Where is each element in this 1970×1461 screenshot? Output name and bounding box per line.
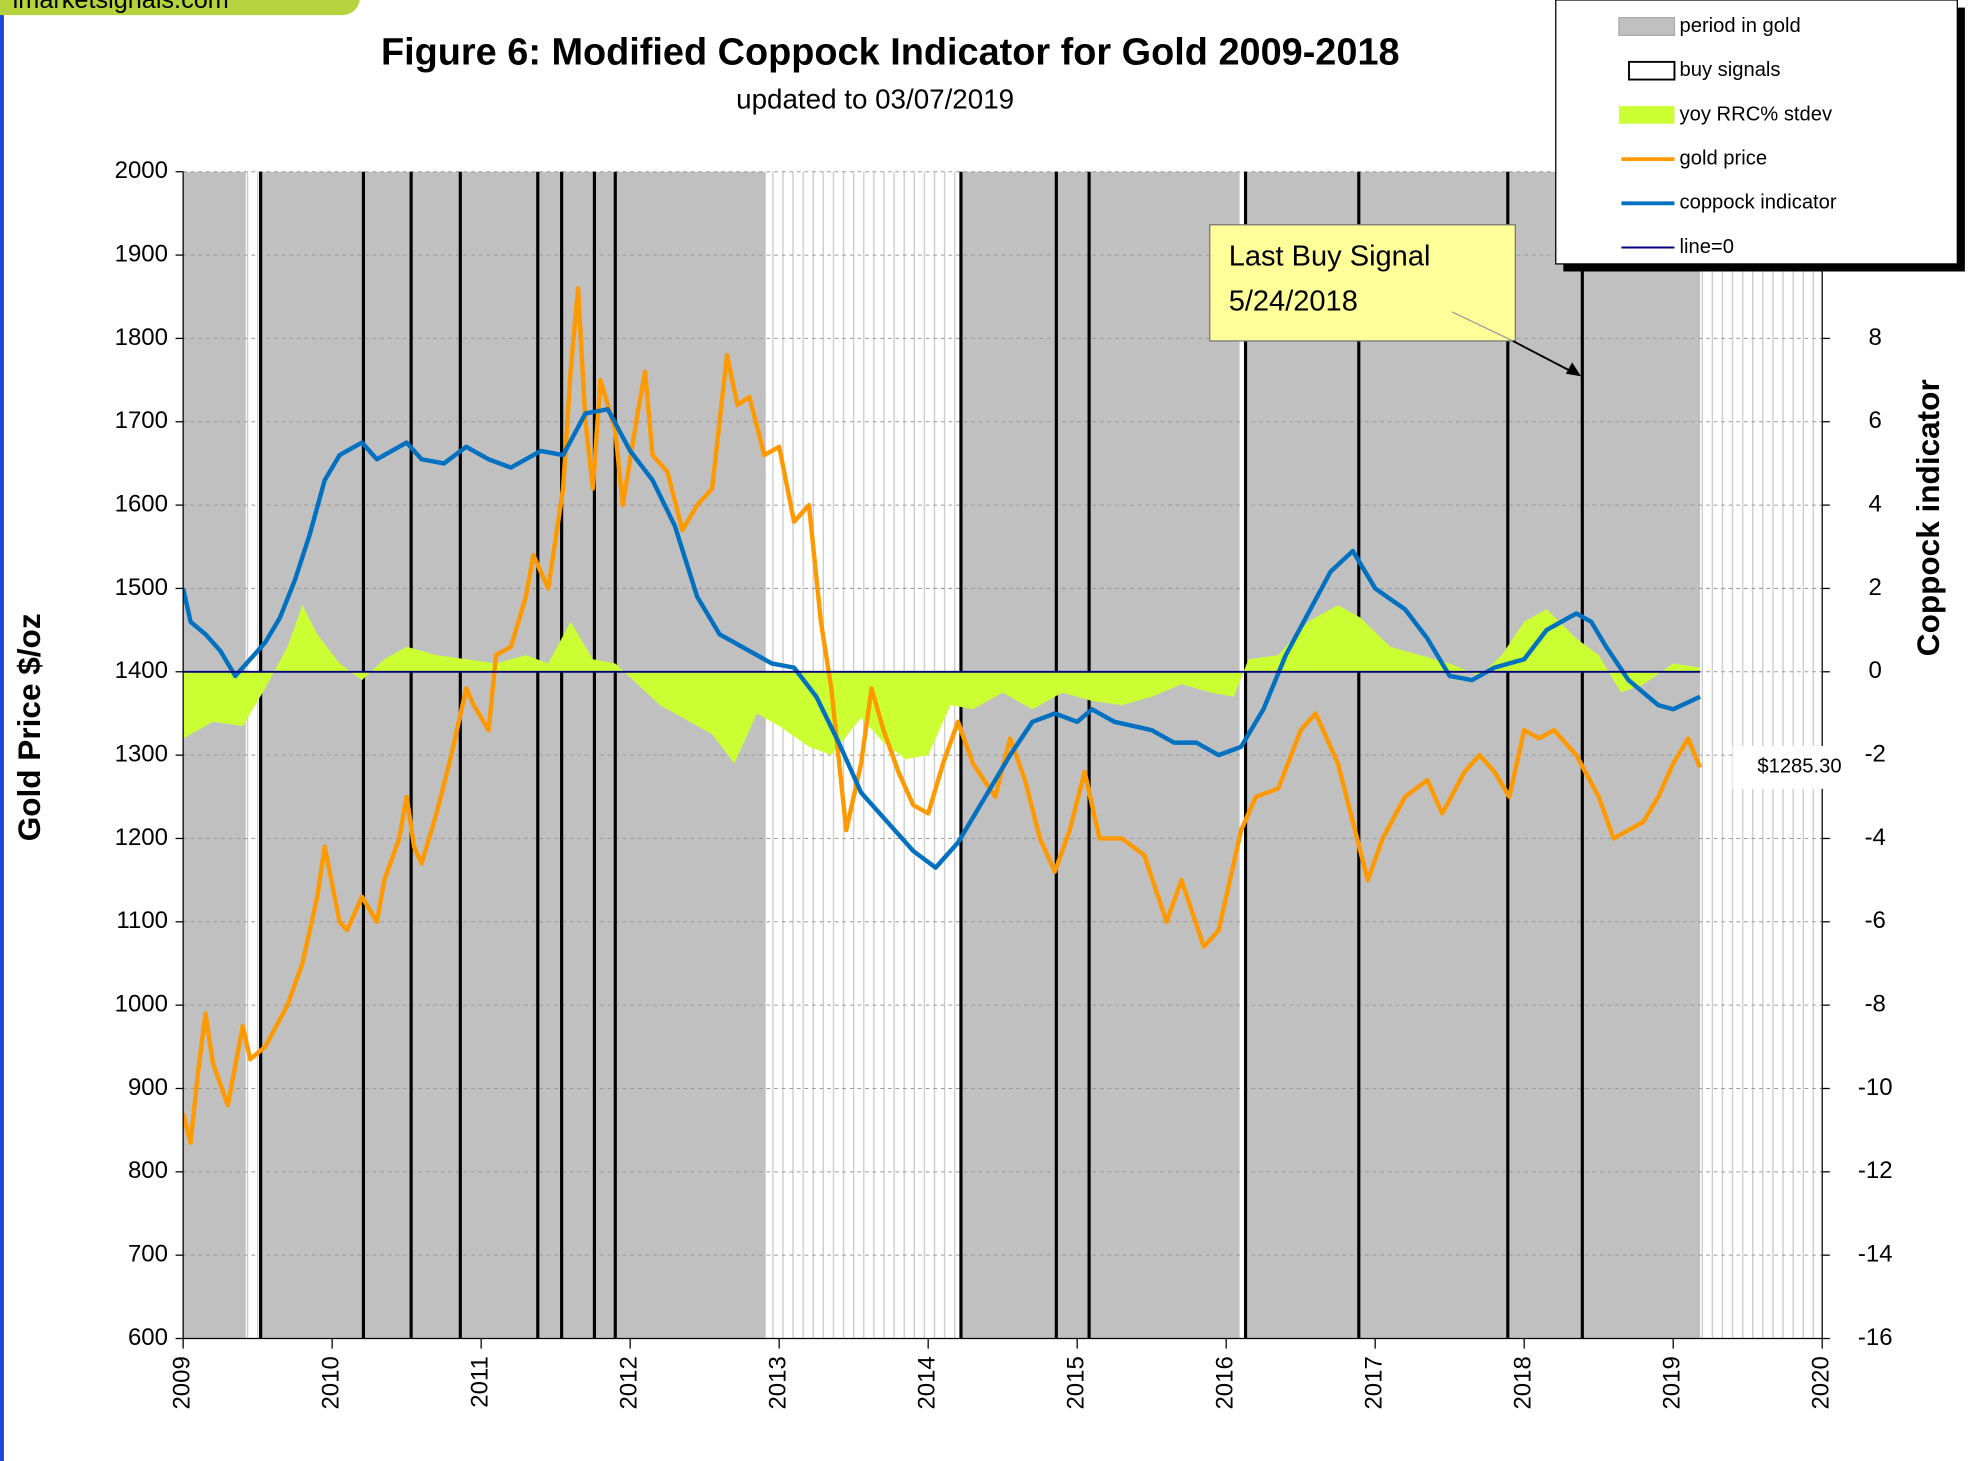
y2-tick-label: 8 [1869,324,1882,351]
logo-badge [0,0,360,16]
x-tick-label: 2010 [318,1356,345,1409]
x-tick-label: 2015 [1063,1356,1090,1409]
x-tick-label: 2016 [1212,1356,1239,1409]
y-tick-label: 900 [128,1074,168,1101]
y2-tick-label: 0 [1869,657,1882,684]
y2-tick-label: 2 [1869,574,1882,601]
y-tick-label: 2000 [115,157,168,184]
y2-axis-label: Coppock indicator [1910,379,1946,656]
x-tick-label: 2017 [1361,1356,1388,1409]
line [183,286,1703,1145]
legend-label: line=0 [1680,236,1734,258]
value-label-box [1732,745,1866,789]
area [183,605,1701,764]
y2-tick-label: -16 [1858,1324,1893,1351]
legend-label: period in gold [1680,15,1801,37]
annotation-leader [1451,311,1514,342]
y2-tick-label: -12 [1858,1157,1893,1184]
y2-tick-label: -10 [1858,1074,1893,1101]
annotation-box [1209,224,1516,342]
y-tick-label: 1500 [115,574,168,601]
annotation-line: Last Buy Signal [1229,240,1431,272]
y2-tick-label: -6 [1865,907,1886,934]
chart-subtitle: updated to 03/07/2019 [736,83,1014,114]
y-tick-label: 1700 [115,407,168,434]
y-tick-label: 1000 [115,990,168,1017]
x-tick-label: 2020 [1808,1356,1835,1409]
y2-tick-label: -8 [1865,990,1886,1017]
legend-swatch [1628,60,1676,81]
legend-swatch [1618,17,1676,36]
x-tick-label: 2018 [1510,1356,1537,1409]
legend-label: coppock indicator [1680,192,1837,214]
y-tick-label: 1800 [115,324,168,351]
y-tick-label: 1300 [115,740,168,767]
x-tick-label: 2019 [1659,1356,1686,1409]
y-tick-label: 1400 [115,657,168,684]
y-tick-label: 700 [128,1241,168,1268]
y2-tick-label: -2 [1865,740,1886,767]
y-tick-label: 800 [128,1157,168,1184]
x-tick-label: 2014 [914,1356,941,1409]
y-axis-label: Gold Price $/oz [11,613,47,841]
annotation-arrow [1512,340,1574,374]
y-tick-label: 600 [128,1324,168,1351]
legend-label: yoy RRC% stdev [1680,103,1833,125]
legend-box [1555,0,1958,265]
line [183,407,1701,870]
chart-title: Figure 6: Modified Coppock Indicator for… [381,31,1400,73]
y-tick-label: 1900 [115,240,168,267]
y2-tick-label: 6 [1869,407,1882,434]
legend-label: buy signals [1680,59,1781,81]
annotation-line: 5/24/2018 [1229,286,1358,318]
page-border [0,0,4,1461]
y-tick-label: 1200 [115,824,168,851]
value-label: $1285.30 [1757,756,1841,778]
y2-tick-label: -14 [1858,1241,1893,1268]
logo: imarketsignals.com [13,0,229,14]
legend-label: gold price [1680,147,1768,169]
arrow-head [1565,362,1582,377]
x-tick-label: 2011 [467,1356,494,1408]
y-tick-label: 1100 [116,907,168,934]
x-tick-label: 2009 [168,1356,195,1409]
y2-tick-label: -4 [1865,824,1886,851]
x-tick-label: 2012 [616,1356,643,1409]
y-tick-label: 1600 [115,490,168,517]
x-tick-label: 2013 [765,1356,792,1409]
legend-swatch [1618,106,1675,124]
y2-tick-label: 4 [1869,490,1882,517]
